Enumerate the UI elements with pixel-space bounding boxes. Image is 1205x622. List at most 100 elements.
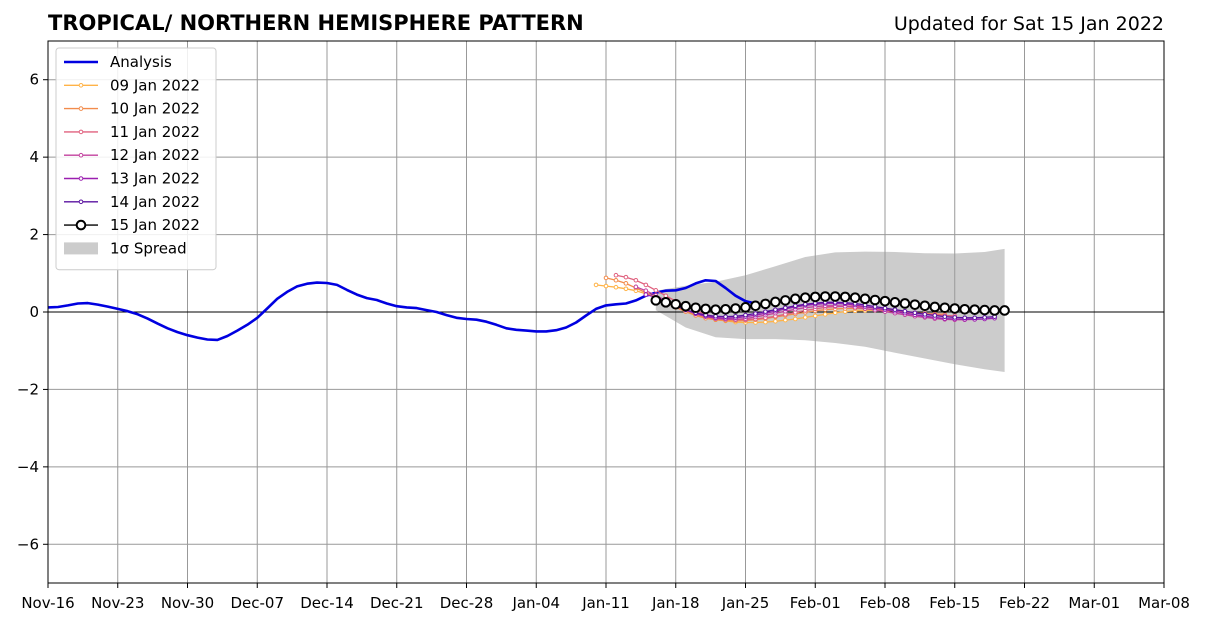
data-point <box>952 315 958 320</box>
data-point <box>959 303 971 315</box>
data-point <box>780 295 791 306</box>
legend-marker <box>78 152 84 158</box>
data-point <box>849 292 861 303</box>
data-point <box>603 283 609 289</box>
data-point <box>969 304 980 315</box>
legend-marker <box>75 219 87 231</box>
data-point <box>939 302 951 314</box>
x-tick-label: Nov-16 <box>21 594 74 612</box>
data-point <box>770 296 781 308</box>
data-point <box>623 274 629 280</box>
legend-marker <box>78 106 84 111</box>
legend-label: 1σ Spread <box>110 239 187 257</box>
x-tick-label: Feb-15 <box>929 594 980 612</box>
x-tick-label: Feb-22 <box>999 594 1050 612</box>
chart-subtitle: Updated for Sat 15 Jan 2022 <box>894 13 1164 35</box>
data-point <box>763 309 768 314</box>
x-tick-label: Jan-25 <box>721 594 770 612</box>
data-point <box>740 302 751 313</box>
y-tick-label: −6 <box>17 535 39 553</box>
data-point <box>872 304 878 309</box>
data-point <box>859 293 871 305</box>
data-point <box>783 305 788 311</box>
data-point <box>633 284 639 290</box>
x-tick-label: Jan-18 <box>651 594 700 612</box>
data-point <box>922 312 928 317</box>
data-point <box>730 303 741 314</box>
data-point <box>793 303 798 309</box>
data-point <box>643 282 649 288</box>
data-point <box>660 297 672 308</box>
y-tick-label: 2 <box>29 226 39 244</box>
data-point <box>650 295 662 306</box>
legend: Analysis 09 Jan 2022 10 Jan 2022 11 Jan 202… <box>55 47 217 271</box>
x-tick-label: Dec-14 <box>300 594 354 612</box>
x-tick-label: Mar-01 <box>1068 594 1120 612</box>
data-point <box>892 307 898 312</box>
data-point <box>690 302 701 314</box>
data-point <box>680 300 692 312</box>
data-point <box>942 314 948 319</box>
x-tick-label: Feb-01 <box>790 594 841 612</box>
legend-label: 14 Jan 2022 <box>110 193 200 211</box>
data-point <box>889 297 901 308</box>
y-tick-label: −4 <box>17 458 39 476</box>
data-point <box>869 294 881 306</box>
data-point <box>613 284 619 290</box>
legend-label: 12 Jan 2022 <box>110 146 200 164</box>
data-point <box>882 305 888 311</box>
data-point <box>733 313 738 319</box>
data-point <box>979 304 990 316</box>
x-tick-label: Feb-08 <box>859 594 910 612</box>
data-point <box>623 286 629 292</box>
series-layer <box>47 272 1010 342</box>
data-point <box>929 301 941 313</box>
x-tick-label: Nov-23 <box>91 594 144 612</box>
legend-box <box>55 47 217 271</box>
data-point <box>603 275 609 281</box>
legend-marker <box>78 83 84 88</box>
data-point <box>750 300 761 312</box>
x-tick-label: Jan-04 <box>511 594 560 612</box>
x-tick-label: Mar-08 <box>1138 594 1190 612</box>
data-point <box>753 311 758 316</box>
data-point <box>790 293 801 305</box>
data-point <box>799 292 811 303</box>
legend-marker <box>78 199 84 205</box>
legend-label: 10 Jan 2022 <box>110 100 200 118</box>
x-tick-label: Jan-11 <box>581 594 630 612</box>
data-point <box>760 298 771 310</box>
data-point <box>783 317 788 323</box>
data-point <box>819 291 831 302</box>
axis-layer: Nov-16 Nov-23 Nov-30 Dec-07 Dec-14 Dec-21 Dec-… <box>17 71 1190 612</box>
data-point <box>972 315 977 321</box>
data-point <box>643 292 649 297</box>
data-point <box>743 312 748 318</box>
legend-label: 15 Jan 2022 <box>110 216 200 234</box>
x-tick-label: Nov-30 <box>161 594 214 612</box>
data-point <box>593 282 599 288</box>
data-point <box>999 305 1010 316</box>
y-tick-label: 0 <box>29 303 39 321</box>
spread-layer <box>655 248 1005 372</box>
data-point <box>812 313 818 319</box>
x-tick-label: Dec-28 <box>440 594 494 612</box>
data-point <box>982 315 987 320</box>
data-point <box>949 303 961 314</box>
data-point <box>653 288 659 293</box>
data-point <box>633 277 639 283</box>
data-point <box>832 310 838 316</box>
data-point <box>899 298 911 309</box>
data-point <box>613 277 619 283</box>
y-tick-label: 4 <box>29 148 39 166</box>
data-point <box>623 281 629 286</box>
data-point <box>670 298 682 310</box>
data-point <box>879 295 891 307</box>
legend-label: 13 Jan 2022 <box>110 170 200 188</box>
data-point <box>909 299 921 310</box>
legend-label: Analysis <box>110 53 172 71</box>
data-point <box>809 291 821 303</box>
data-point <box>839 291 851 303</box>
data-point <box>700 303 711 315</box>
data-point <box>773 307 778 312</box>
